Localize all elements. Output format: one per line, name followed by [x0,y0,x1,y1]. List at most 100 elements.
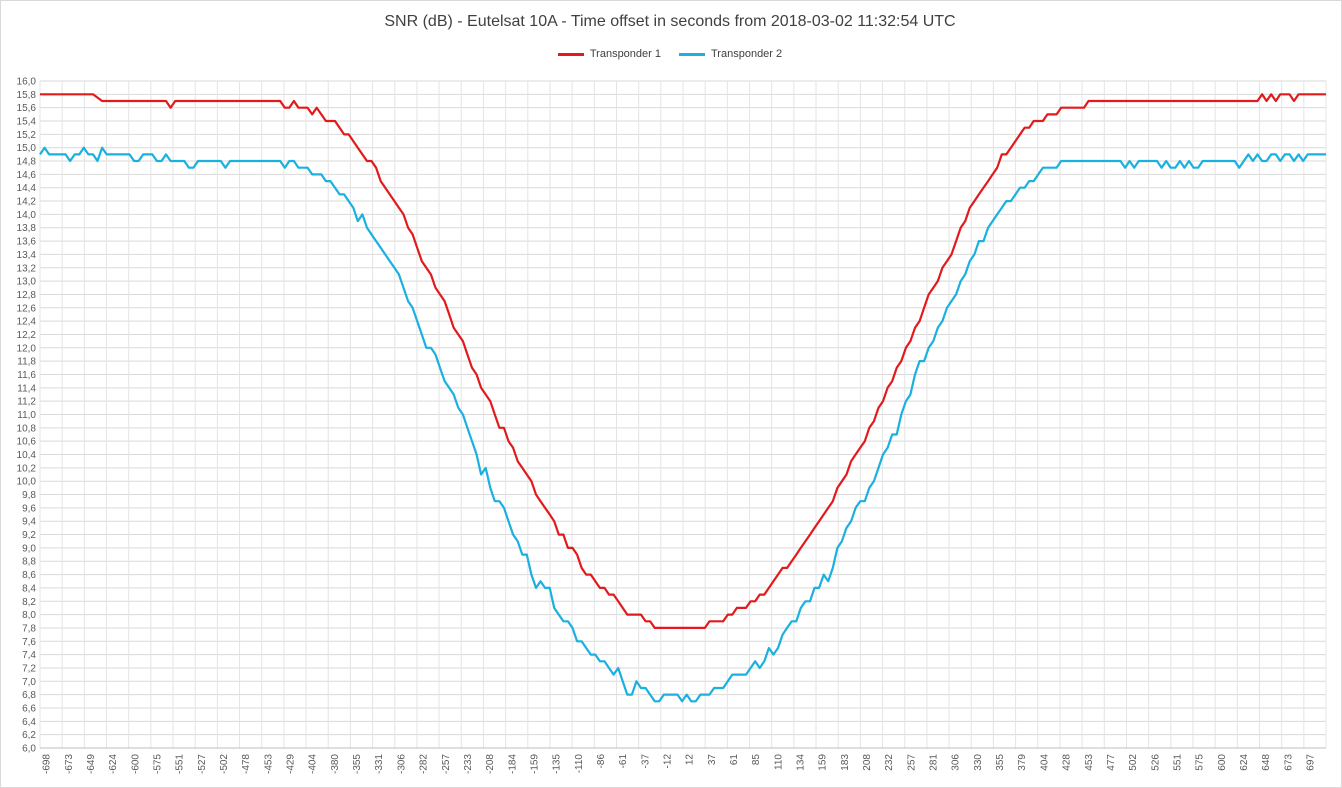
x-tick-label: 453 [1084,754,1095,771]
y-tick-label: 8,4 [22,583,36,594]
y-tick-label: 12,0 [17,343,37,354]
y-tick-label: 15,4 [17,117,37,128]
x-tick-label: 551 [1172,754,1183,771]
x-tick-label: -551 [175,754,186,774]
x-tick-label: -429 [286,754,297,774]
y-tick-label: 14,2 [17,197,37,208]
x-tick-label: 526 [1150,754,1161,771]
y-tick-label: 10,4 [17,450,37,461]
y-tick-label: 13,2 [17,263,37,274]
x-tick-label: 477 [1106,754,1117,771]
y-tick-label: 9,0 [22,543,36,554]
x-tick-label: 306 [951,754,962,771]
x-tick-label: -86 [596,754,607,769]
y-tick-label: 7,2 [22,663,36,674]
x-tick-label: -233 [463,754,474,774]
x-tick-label: 648 [1261,754,1272,771]
x-tick-label: -12 [662,754,673,769]
x-tick-label: -184 [507,754,518,774]
x-tick-label: -159 [529,754,540,774]
x-tick-label: 428 [1062,754,1073,771]
y-tick-label: 15,8 [17,90,37,101]
y-tick-label: 8,6 [22,570,36,581]
y-tick-label: 10,8 [17,423,37,434]
x-tick-label: -698 [42,754,53,774]
x-tick-label: -331 [374,754,385,774]
x-tick-label: -37 [640,754,651,769]
y-tick-label: 12,4 [17,317,37,328]
x-tick-label: -135 [552,754,563,774]
y-tick-label: 9,4 [22,517,36,528]
x-tick-label: 281 [929,754,940,771]
x-tick-label: -453 [263,754,274,774]
y-tick-label: 14,8 [17,157,37,168]
y-tick-label: 12,6 [17,303,37,314]
y-tick-label: 7,8 [22,623,36,634]
x-tick-label: 208 [862,754,873,771]
legend-swatch-transponder-2 [679,52,705,56]
y-tick-label: 6,0 [22,744,36,755]
y-tick-label: 15,6 [17,103,37,114]
legend: Transponder 1 Transponder 2 [0,48,1340,60]
legend-item-transponder-2: Transponder 2 [679,48,782,60]
y-tick-label: 11,8 [17,357,36,368]
y-tick-label: 7,0 [22,677,36,688]
x-tick-label: 37 [707,754,718,766]
y-tick-label: 15,0 [17,143,37,154]
y-tick-label: 6,8 [22,690,36,701]
y-tick-label: 16,0 [17,77,37,88]
legend-label-transponder-1: Transponder 1 [589,48,661,60]
x-tick-label: -404 [308,754,319,774]
y-tick-label: 14,6 [17,170,37,181]
y-tick-label: 8,2 [22,597,36,608]
y-tick-label: 6,2 [22,730,36,741]
y-tick-label: 10,0 [17,477,37,488]
x-tick-label: -355 [352,754,363,774]
y-tick-label: 6,6 [22,703,36,714]
x-tick-label: -575 [153,754,164,774]
x-tick-label: -478 [241,754,252,774]
x-tick-label: -673 [64,754,75,774]
x-tick-label: 85 [751,754,762,766]
y-tick-label: 15,2 [17,130,37,141]
y-tick-label: 7,6 [22,637,36,648]
x-tick-label: 61 [729,754,740,766]
y-tick-label: 13,6 [17,237,37,248]
series-line-transponder-2 [39,146,1326,703]
y-tick-label: 13,4 [17,250,37,261]
chart-title: SNR (dB) - Eutelsat 10A - Time offset in… [384,13,956,30]
x-tick-label: 257 [906,754,917,771]
x-tick-label: 624 [1239,754,1250,771]
x-tick-label: -600 [130,754,141,774]
y-tick-label: 11,4 [17,383,36,394]
x-tick-label: -306 [396,754,407,774]
y-tick-label: 13,8 [17,223,37,234]
y-tick-label: 14,4 [17,183,37,194]
x-tick-label: 673 [1283,754,1294,771]
y-tick-label: 10,6 [17,437,37,448]
legend-swatch-transponder-1 [557,52,584,56]
y-tick-label: 11,2 [17,397,36,408]
x-tick-label: 232 [884,754,895,771]
legend-label-transponder-2: Transponder 2 [711,48,783,60]
y-tick-label: 9,8 [22,490,36,501]
x-tick-label: 502 [1128,754,1139,771]
x-tick-label: -257 [441,754,452,774]
y-tick-label: 8,0 [22,610,36,621]
x-tick-label: 575 [1195,754,1206,771]
y-tick-label: 7,4 [22,650,36,661]
x-tick-label: 355 [995,754,1006,771]
y-tick-label: 11,6 [17,370,36,381]
y-tick-label: 13,0 [17,277,37,288]
y-tick-label: 6,4 [22,717,36,728]
x-tick-label: -649 [86,754,97,774]
y-tick-label: 8,8 [22,557,36,568]
x-tick-label: 183 [840,754,851,771]
x-tick-label: -208 [485,754,496,774]
y-tick-label: 14,0 [17,210,37,221]
x-tick-label: -527 [197,754,208,774]
x-tick-label: 134 [796,754,807,771]
x-tick-label: -380 [330,754,341,774]
y-tick-label: 11,0 [17,410,36,421]
